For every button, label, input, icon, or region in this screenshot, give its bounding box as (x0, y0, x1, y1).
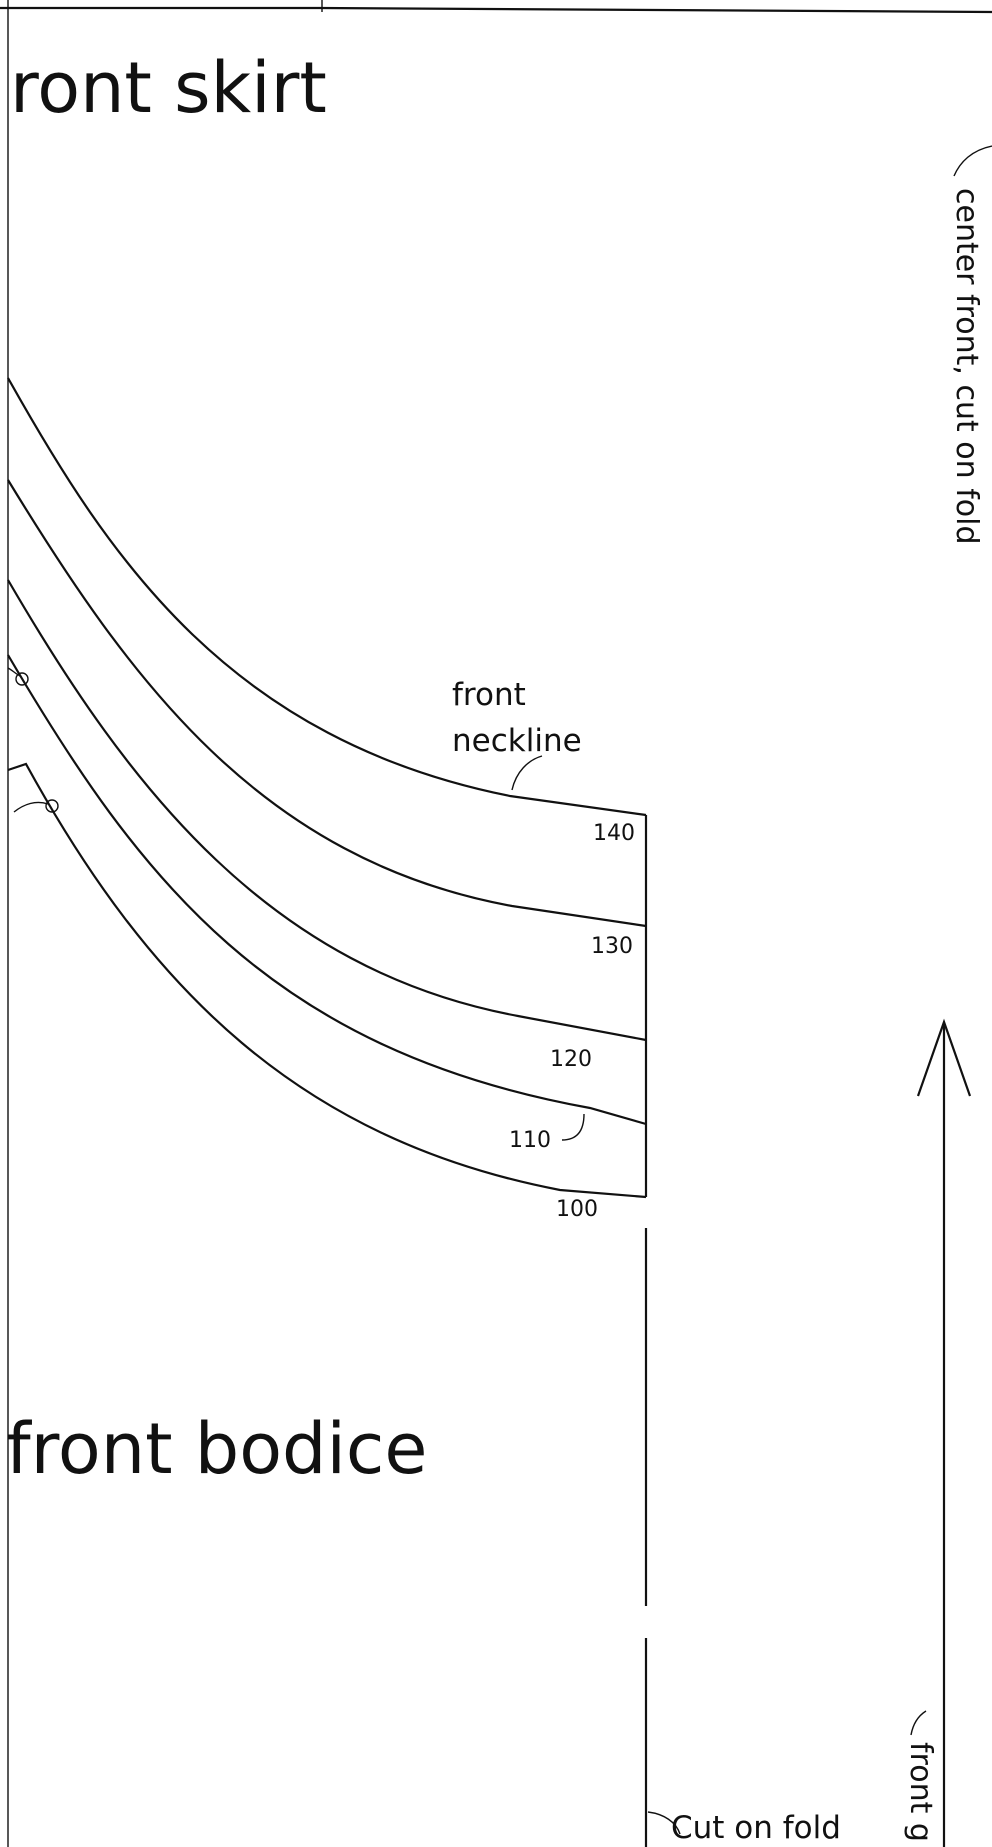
center-front-pointer (953, 145, 992, 177)
size-label-140: 140 (593, 821, 635, 846)
grainline-arrowhead (916, 1018, 972, 1097)
neckline-curve-110 (7, 654, 647, 1126)
size-label-120: 120 (550, 1047, 592, 1072)
notch-pointer (13, 801, 49, 813)
grainline-pointer (910, 1710, 927, 1736)
neckline-pointer (511, 755, 543, 791)
cut-on-fold-pointer (647, 1811, 681, 1835)
front-bodice-title: front bodice (6, 1408, 427, 1490)
size-label-130: 130 (591, 934, 633, 959)
grainline-label: front g (903, 1742, 938, 1842)
size-label-110: 110 (509, 1128, 551, 1153)
cut-on-fold-label: Cut on fold (671, 1810, 841, 1846)
size-110-pointer (561, 1113, 585, 1141)
center-front-label: center front, cut on fold (949, 188, 984, 545)
neckline-curve-140 (7, 377, 647, 817)
front-neckline-label: neckline (452, 723, 582, 759)
front-skirt-title: ront skirt (10, 47, 327, 129)
notch-marker (15, 672, 29, 686)
notch-pointer (7, 667, 21, 677)
neckline-curve-130 (7, 479, 647, 928)
neckline-curve-100 (7, 762, 647, 1199)
notch-marker (45, 799, 59, 813)
top-border-line (0, 6, 992, 14)
size-label-100: 100 (556, 1197, 598, 1222)
front-neckline-label: front (452, 677, 526, 713)
neckline-curve-120 (7, 579, 647, 1042)
